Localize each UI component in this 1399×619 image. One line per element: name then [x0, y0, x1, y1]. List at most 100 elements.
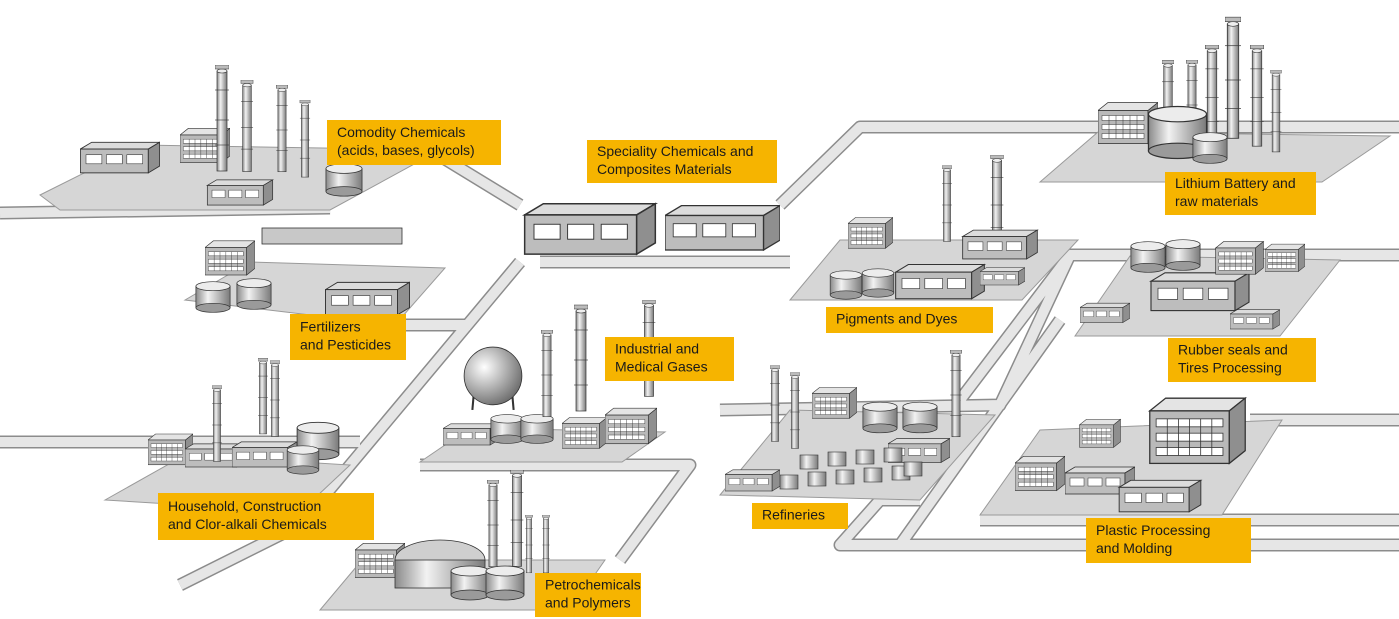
tower: [541, 515, 551, 574]
building: [562, 417, 607, 449]
label: Rubber seals and Tires Processing: [1168, 338, 1316, 382]
label-text: Tires Processing: [1178, 360, 1282, 376]
label-text: Household, Construction: [168, 498, 321, 514]
tank: [286, 445, 320, 475]
building: [605, 407, 657, 445]
label-text: Composites Materials: [597, 161, 732, 177]
label-text: raw materials: [1175, 193, 1258, 209]
label-box: [1168, 338, 1316, 382]
tower: [486, 480, 500, 568]
tank: [902, 401, 938, 434]
labels: Comodity Chemicals (acids, bases, glycols…: [158, 120, 1316, 617]
building: [725, 469, 780, 492]
building: [523, 202, 657, 255]
tower: [770, 365, 780, 442]
label-text: Rubber seals and: [1178, 342, 1288, 358]
label: Comodity Chemicals (acids, bases, glycols…: [327, 120, 501, 165]
tank: [1165, 239, 1201, 271]
building: [895, 263, 985, 300]
label: Speciality Chemicals and Composites Mater…: [587, 140, 777, 183]
label: Refineries: [752, 503, 848, 529]
building: [980, 267, 1025, 286]
label-text: Comodity Chemicals: [337, 124, 465, 140]
label-box: [1086, 518, 1251, 563]
building: [1230, 309, 1280, 330]
label-text: Refineries: [762, 507, 825, 523]
label: Lithium Battery and raw materials: [1165, 172, 1316, 215]
label-box: [158, 493, 374, 540]
label-box: [826, 307, 993, 333]
tower: [790, 372, 800, 449]
label-box: [752, 503, 848, 529]
label-box: [327, 120, 501, 165]
factories: [80, 16, 1305, 601]
tank: [1130, 241, 1166, 273]
tower: [540, 330, 554, 418]
label-text: and Molding: [1096, 540, 1172, 556]
tank: [490, 414, 524, 444]
tower: [510, 470, 524, 567]
tank: [520, 414, 554, 444]
building: [1079, 418, 1121, 448]
tower: [950, 350, 962, 438]
tower: [574, 304, 588, 412]
building: [1150, 271, 1250, 312]
building: [80, 141, 160, 174]
tank: [861, 268, 895, 298]
building: [1265, 243, 1305, 272]
label-text: (acids, bases, glycols): [337, 142, 475, 158]
building: [665, 204, 780, 251]
pipe-rack: [261, 227, 403, 245]
building: [205, 240, 255, 276]
tank: [236, 278, 272, 310]
chimney: [942, 165, 952, 242]
tank-field: [779, 447, 923, 490]
building: [1015, 455, 1065, 492]
label-box: [605, 337, 734, 381]
label-text: and Clor-alkali Chemicals: [168, 516, 327, 532]
building: [1149, 397, 1246, 465]
chimney: [270, 360, 280, 437]
building: [1080, 302, 1130, 324]
label-text: Medical Gases: [615, 359, 708, 375]
building: [848, 217, 893, 249]
label-text: Speciality Chemicals and: [597, 143, 753, 159]
tank: [862, 401, 898, 434]
building: [443, 423, 498, 446]
tower: [524, 515, 534, 574]
building: [1215, 241, 1264, 275]
chimney: [212, 385, 222, 462]
tank: [450, 565, 490, 601]
road: [776, 122, 1399, 209]
tank: [195, 281, 231, 313]
tower: [1270, 70, 1282, 153]
tank: [1192, 132, 1228, 164]
tower: [275, 85, 289, 173]
tower: [1205, 45, 1219, 147]
building: [962, 229, 1038, 260]
chimney: [258, 357, 268, 435]
tower: [299, 100, 311, 178]
tank: [325, 163, 363, 197]
tower: [240, 80, 254, 172]
label-text: and Polymers: [545, 595, 631, 611]
label-box: [290, 314, 406, 360]
sphere: [463, 346, 523, 411]
label-text: and Pesticides: [300, 337, 391, 353]
tower: [1250, 45, 1264, 147]
label-box: [587, 140, 777, 183]
building: [1118, 479, 1202, 513]
label-box: [1165, 172, 1316, 215]
label: Plastic Processing and Molding: [1086, 518, 1251, 563]
tank: [485, 565, 525, 601]
label: Household, Construction and Clor-alkali C…: [158, 493, 374, 540]
label: Pigments and Dyes: [826, 307, 993, 333]
building: [325, 281, 410, 316]
label-text: Plastic Processing: [1096, 522, 1210, 538]
label: Petrochemicals and Polymers: [535, 573, 641, 617]
label: Industrial and Medical Gases: [605, 337, 734, 381]
label-text: Fertilizers: [300, 319, 361, 335]
label: Fertilizers and Pesticides: [290, 314, 406, 360]
building: [812, 386, 857, 419]
